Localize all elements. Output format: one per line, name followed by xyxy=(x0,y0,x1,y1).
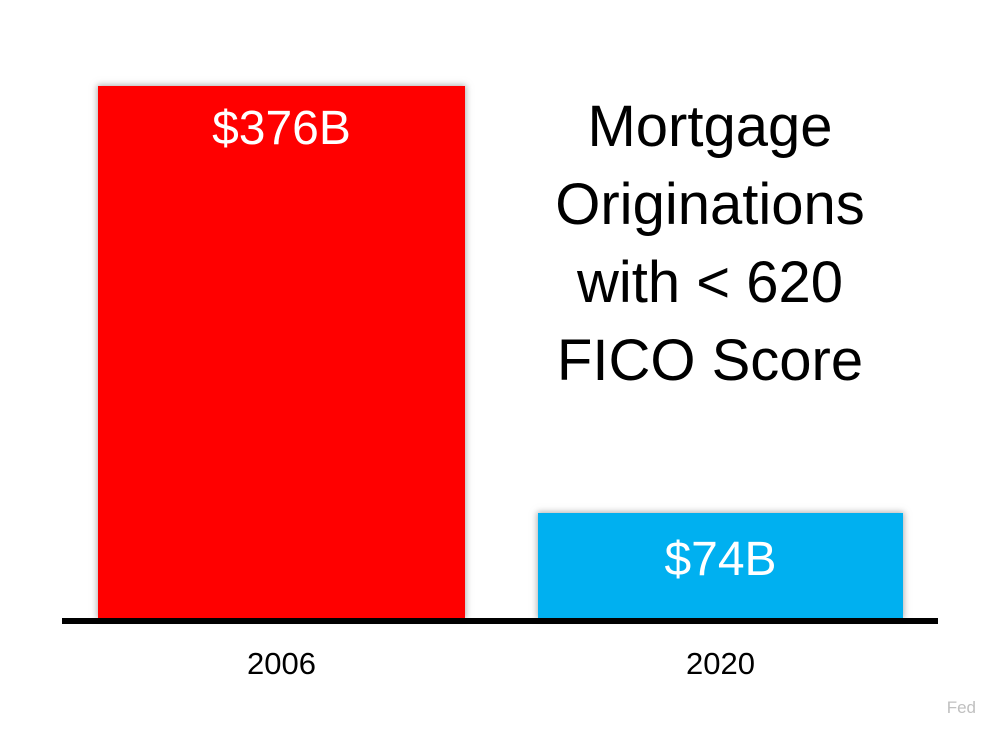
chart-title: Mortgage Originations with < 620 FICO Sc… xyxy=(480,88,940,400)
source-credit: Fed xyxy=(946,698,976,717)
bar-2020-value-label: $74B xyxy=(664,532,777,586)
x-tick-label-2006: 2006 xyxy=(247,646,316,681)
x-tick-label-2020: 2020 xyxy=(686,646,755,681)
bar-2006: $376B xyxy=(98,86,465,618)
chart-title-line: Mortgage xyxy=(587,94,833,159)
chart-title-line: with < 620 xyxy=(576,250,843,315)
chart-title-line: Originations xyxy=(555,172,865,237)
chart-title-line: FICO Score xyxy=(556,328,864,393)
bar-2020: $74B xyxy=(538,513,903,618)
bar-2006-value-label: $376B xyxy=(212,102,351,155)
x-axis-line xyxy=(62,618,938,624)
